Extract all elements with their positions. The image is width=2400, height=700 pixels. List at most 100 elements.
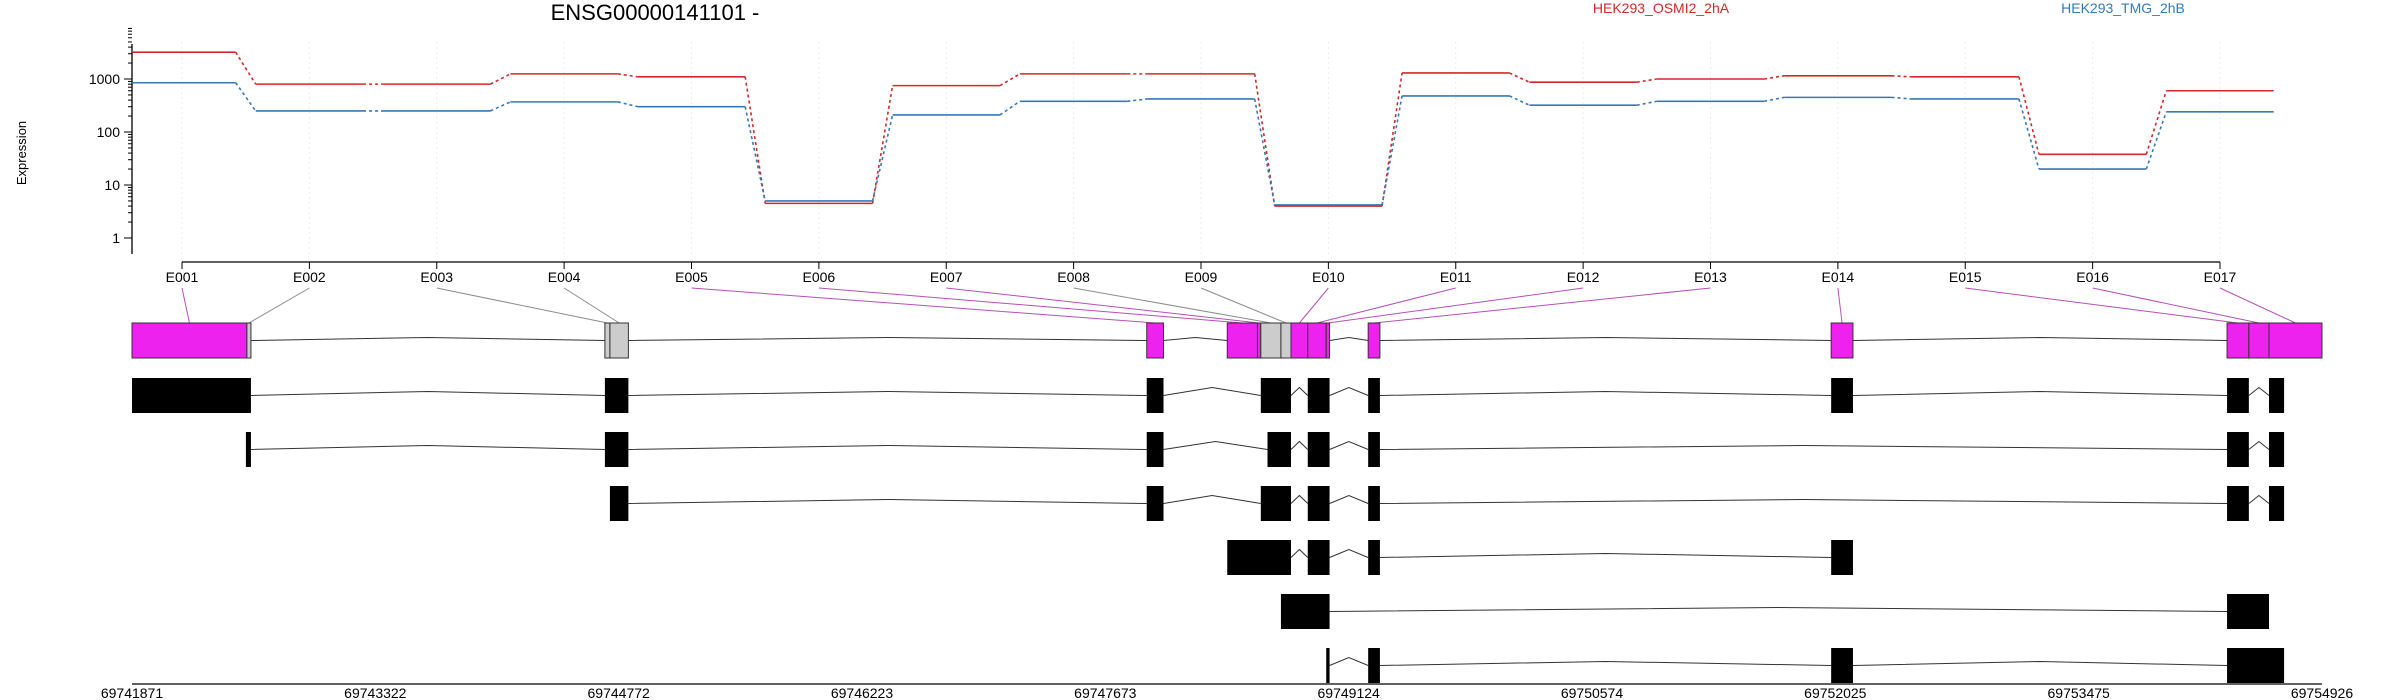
series-connector xyxy=(1891,96,1912,100)
series-connector xyxy=(871,85,894,204)
series-connector xyxy=(744,106,766,202)
series-connector xyxy=(999,73,1021,87)
transcript-exon xyxy=(1368,378,1380,413)
transcript-exon xyxy=(1307,432,1330,467)
legend-label-osmi2-2ha: HEK293_OSMI2_2hA xyxy=(1593,0,1730,16)
x-tick-label-e007: E007 xyxy=(930,269,963,285)
x-tick-label-e001: E001 xyxy=(166,269,199,285)
exon-bin-e010 xyxy=(1290,322,1309,359)
y-tick-label: 100 xyxy=(97,124,121,140)
exon-bin-e001 xyxy=(131,322,248,359)
intron-line xyxy=(1379,390,1832,396)
transcript-layer xyxy=(132,378,2285,683)
exon-bin-connector xyxy=(2219,287,2296,324)
series-connector xyxy=(235,51,257,85)
transcript-exon xyxy=(1368,486,1380,521)
genomic-tick-label: 69753475 xyxy=(2048,685,2111,700)
genomic-tick-label: 69743322 xyxy=(344,685,407,700)
exon-bin-connector xyxy=(1316,287,1456,324)
exon-bin-connector xyxy=(1373,287,1711,324)
genomic-tick-label: 69744772 xyxy=(588,685,651,700)
series-connector xyxy=(2145,90,2168,155)
y-tick-label: 1000 xyxy=(89,71,120,87)
x-tick-label-e017: E017 xyxy=(2204,269,2237,285)
transcript-exon xyxy=(1307,540,1330,575)
x-tick-label-e016: E016 xyxy=(2076,269,2109,285)
genomic-tick-label: 69741871 xyxy=(101,685,164,700)
intron-line xyxy=(1379,552,1832,558)
transcript-exon xyxy=(2227,486,2249,521)
exon-bin-e008 xyxy=(1260,322,1282,359)
transcript-exon xyxy=(1368,648,1380,683)
exon-bin-e016 xyxy=(2248,322,2270,359)
series-connector xyxy=(1764,74,1785,80)
x-tick-label-e009: E009 xyxy=(1185,269,1218,285)
exon-bin-connector xyxy=(1327,287,1584,324)
grid-layer xyxy=(181,42,2221,255)
intron-line xyxy=(250,336,605,341)
transcript-exon xyxy=(2268,432,2285,467)
exon-bin-connector xyxy=(946,287,1260,324)
x-tick-label-e013: E013 xyxy=(1694,269,1727,285)
exon-bin-e002 xyxy=(246,322,252,359)
intron-line xyxy=(1290,440,1309,450)
transcript-exon xyxy=(1280,594,1330,629)
intron-line xyxy=(1329,656,1369,666)
exon-bin-e009 xyxy=(1280,322,1292,359)
x-tick-label-e006: E006 xyxy=(803,269,836,285)
intron-line xyxy=(1329,440,1369,450)
series-connector xyxy=(1381,72,1403,207)
transcript-exon xyxy=(2268,486,2285,521)
intron-line xyxy=(2248,494,2270,504)
transcript-exon xyxy=(1368,540,1380,575)
intron-line xyxy=(1329,336,1369,341)
intron-line xyxy=(1329,548,1369,558)
x-tick-label-e008: E008 xyxy=(1057,269,1090,285)
intron-line xyxy=(1290,386,1309,396)
transcript-exon xyxy=(604,378,629,413)
exon-bin-e017 xyxy=(2268,322,2323,359)
transcript-exon xyxy=(2227,432,2249,467)
intron-line xyxy=(1329,606,2228,612)
series-connector xyxy=(235,82,257,112)
exon-bin-e015 xyxy=(2226,322,2250,359)
intron-line xyxy=(1290,548,1309,558)
exon-bin-connector xyxy=(248,287,310,324)
series-connector xyxy=(871,114,894,202)
x-tick-label-e004: E004 xyxy=(548,269,581,285)
intron-line xyxy=(1379,336,1832,341)
series-connector xyxy=(1636,78,1657,83)
transcript-exon xyxy=(2227,594,2269,629)
y-tick-label: 10 xyxy=(104,177,120,193)
x-tick-label-e012: E012 xyxy=(1567,269,1600,285)
y-tick-label: 1 xyxy=(112,230,120,246)
transcript-4 xyxy=(1227,540,1853,575)
exon-bin-e004 xyxy=(609,322,629,359)
x-tick-label-e014: E014 xyxy=(1822,269,1855,285)
genomic-tick-label: 69746223 xyxy=(831,685,894,700)
series-connector xyxy=(617,73,638,78)
series-connector xyxy=(1381,95,1403,206)
intron-line xyxy=(628,390,1147,396)
transcript-exon xyxy=(132,378,251,413)
intron-line xyxy=(1163,336,1228,341)
transcript-exon xyxy=(2227,378,2249,413)
exon-bin-e005 xyxy=(1146,322,1165,359)
transcript-exon xyxy=(1146,378,1164,413)
series-connector xyxy=(2145,111,2168,170)
x-tick-label-e011: E011 xyxy=(1440,269,1472,285)
transcript-exon xyxy=(1146,432,1164,467)
x-tick-label-e010: E010 xyxy=(1312,269,1345,285)
transcript-exon xyxy=(1326,648,1330,683)
intron-line xyxy=(628,498,1147,504)
exon-bin-e011 xyxy=(1307,322,1327,359)
exon-bin-connector xyxy=(1298,287,1329,324)
exon-bin-connector xyxy=(1200,287,1287,324)
exon-bin-connector xyxy=(1837,287,1843,324)
genomic-tick-label: 69750574 xyxy=(1561,685,1624,700)
series-connector xyxy=(1764,96,1785,103)
series-connector xyxy=(1253,98,1276,206)
exon-bin-e003 xyxy=(604,322,611,359)
intron-line xyxy=(1329,386,1369,396)
transcript-1 xyxy=(132,378,2285,413)
